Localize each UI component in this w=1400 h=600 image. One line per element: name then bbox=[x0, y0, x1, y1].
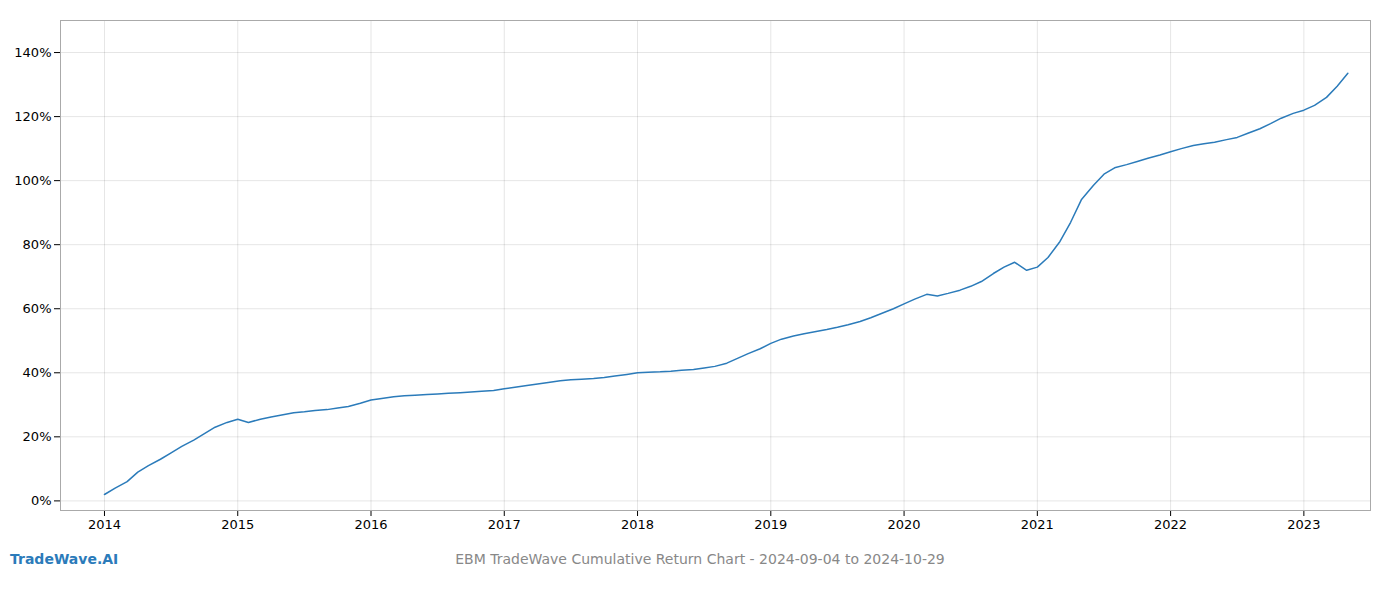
svg-text:120%: 120% bbox=[14, 109, 51, 124]
svg-text:2023: 2023 bbox=[1287, 517, 1320, 532]
html-text:TradeWave.AI: TradeWave.AI bbox=[10, 551, 119, 567]
svg-text:2014: 2014 bbox=[88, 517, 121, 532]
svg-text:2020: 2020 bbox=[888, 517, 921, 532]
svg-text:20%: 20% bbox=[23, 429, 52, 444]
svg-text:2019: 2019 bbox=[754, 517, 787, 532]
svg-text:2016: 2016 bbox=[354, 517, 387, 532]
html-text:EBM TradeWave Cumulative Retur: EBM TradeWave Cumulative Return Chart - … bbox=[455, 551, 945, 567]
svg-text:100%: 100% bbox=[14, 173, 51, 188]
svg-text:2022: 2022 bbox=[1154, 517, 1187, 532]
svg-text:2018: 2018 bbox=[621, 517, 654, 532]
svg-text:60%: 60% bbox=[23, 301, 52, 316]
svg-text:2017: 2017 bbox=[488, 517, 521, 532]
svg-text:0%: 0% bbox=[31, 493, 52, 508]
svg-text:80%: 80% bbox=[23, 237, 52, 252]
svg-text:2015: 2015 bbox=[221, 517, 254, 532]
svg-text:140%: 140% bbox=[14, 45, 51, 60]
svg-text:40%: 40% bbox=[23, 365, 52, 380]
svg-text:2021: 2021 bbox=[1021, 517, 1054, 532]
